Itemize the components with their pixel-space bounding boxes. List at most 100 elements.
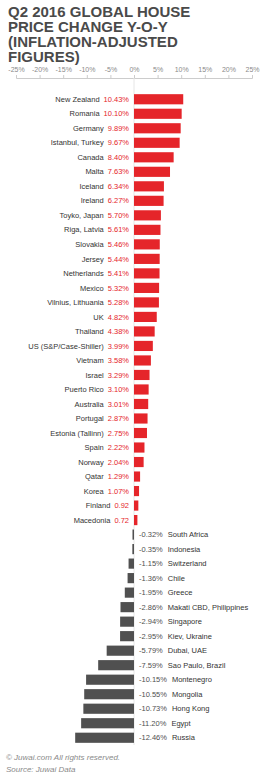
data-label: -1.36% [139,574,163,583]
category-label: Istanbul, Turkey [51,138,104,147]
tick: -5% [105,66,117,78]
data-label: -1.95% [139,588,163,597]
category-label: Kiev, Ukraine [168,632,212,641]
data-label: -10.15% [139,675,167,684]
data-label: -0.32% [139,530,163,539]
bar [134,297,159,307]
category-label: Toyko, Japan [60,211,104,220]
category-label: Makati CBD, Philippines [168,603,249,612]
bar [134,283,159,293]
category-label: Russia [172,733,196,742]
bar [132,544,134,554]
tick-label: 25% [245,66,259,73]
data-label: 3.99% [108,342,130,351]
category-label: US (S&P/Case-Shiller) [28,342,104,351]
data-label: 9.89% [108,124,130,133]
category-label: Hong Kong [172,704,210,713]
category-label: Spain [85,443,104,452]
category-label: Germany [73,124,104,133]
data-label: 5.28% [108,298,130,307]
data-label: 4.82% [108,313,130,322]
bar [134,413,148,423]
data-label: 6.27% [108,196,130,205]
tick-mark [110,75,111,78]
category-label: Switzerland [168,559,207,568]
category-label: New Zealand [55,95,99,104]
data-label: 0.72 [114,516,129,525]
tick-mark [16,75,17,78]
tick-mark [181,75,182,78]
data-label: -12.46% [139,733,167,742]
data-label: -2.86% [139,603,163,612]
bar [86,675,134,685]
category-label: Finland [86,501,111,510]
category-label: Norway [78,458,104,467]
data-label: 2.22% [108,443,130,452]
tick: -10% [79,66,95,78]
bar [134,210,161,220]
footnote: Source: Juwai Data [6,765,76,774]
bar [134,167,170,177]
category-label: Greece [168,588,193,597]
category-label: South Africa [168,530,209,539]
tick: 0% [129,66,139,78]
bar [134,355,151,365]
category-label: Vilnius, Lithuania [47,298,104,307]
data-label: 6.34% [108,182,130,191]
data-label: 3.10% [108,385,130,394]
data-label: 4.38% [108,327,130,336]
bar [107,646,134,656]
tick-mark [205,75,206,78]
plot-area [75,78,183,745]
bar [134,442,144,452]
tick-label: -10% [79,66,95,73]
bar [134,384,149,394]
bar [134,181,164,191]
bar [134,370,150,380]
bar [134,515,137,525]
bar [120,617,134,627]
tick-mark [87,75,88,78]
tick-mark [40,75,41,78]
data-label: 5.46% [108,240,130,249]
category-label: Vietnam [76,356,103,365]
bar [134,123,181,133]
x-axis: -25%-20%-15%-10%-5%0%5%10%15%20%25% [8,66,259,79]
data-label: 9.67% [108,138,130,147]
data-label: 5.32% [108,284,130,293]
data-label: 8.40% [108,153,130,162]
category-label: Estonia (Tallinn) [50,429,104,438]
data-label: 5.61% [108,225,130,234]
bar [134,225,160,235]
bar [134,138,180,148]
category-label: Puerto Rico [65,385,104,394]
data-label: 5.41% [108,269,130,278]
data-label: -5.79% [139,646,163,655]
data-label: 7.63% [108,167,130,176]
labels: 10.43%New Zealand10.10%Romania9.89%Germa… [28,95,248,742]
tick-label: 0% [129,66,139,73]
category-label: Thailand [75,327,104,336]
bar [132,530,134,540]
bar [84,689,134,699]
bar [134,457,144,467]
tick-label: -15% [56,66,72,73]
category-label: Macedonia [74,516,112,525]
data-label: 0.92 [114,501,129,510]
category-label: Mexico [80,284,104,293]
bar [134,471,140,481]
category-label: Qatar [85,472,104,481]
category-label: Portugal [76,414,104,423]
bar [128,573,134,583]
tick-mark [228,75,229,78]
data-label: 10.10% [104,109,130,118]
data-label: 3.29% [108,371,130,380]
bar [98,660,134,670]
title-line: FIGURES) [8,48,80,65]
bar [121,602,134,612]
data-label: -10.73% [139,704,167,713]
category-label: Malta [85,167,104,176]
bar [83,704,134,714]
bar [134,196,164,206]
bar [134,312,157,322]
